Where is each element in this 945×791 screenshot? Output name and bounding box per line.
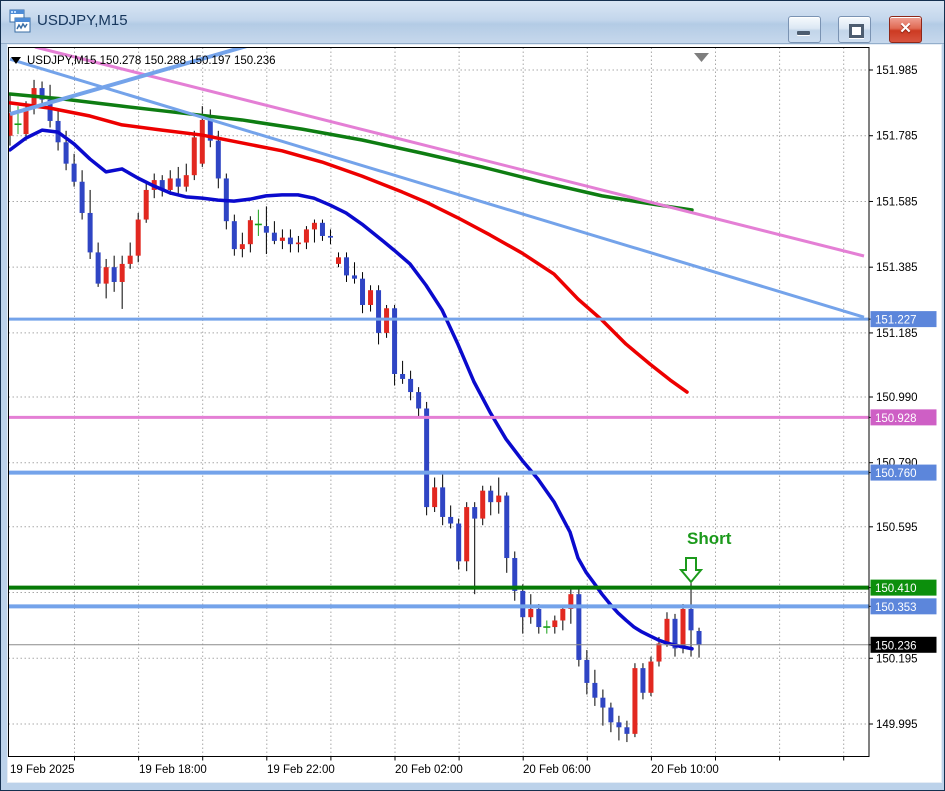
svg-text:150.353: 150.353 (875, 602, 917, 614)
svg-text:150.990: 150.990 (876, 392, 918, 404)
svg-text:151.985: 151.985 (876, 65, 918, 77)
svg-text:151.785: 151.785 (876, 131, 918, 143)
short-arrow-icon (678, 557, 704, 584)
svg-text:20 Feb 06:00: 20 Feb 06:00 (523, 764, 591, 776)
ma_mid_red (8, 101, 689, 394)
candlestick-chart-svg[interactable]: 151.985 151.785 151.585 151.385 151.185 150.9… (8, 45, 941, 782)
svg-text:150.410: 150.410 (875, 583, 917, 595)
ma_slow_green (8, 92, 694, 212)
close-icon: ✕ (899, 20, 912, 37)
svg-text:151.385: 151.385 (876, 262, 918, 274)
svg-text:150.236: 150.236 (875, 640, 917, 652)
ohlc-text: USDJPY,M15 150.278 150.288 150.197 150.2… (27, 55, 276, 67)
svg-text:151.227: 151.227 (875, 315, 917, 327)
svg-text:20 Feb 10:00: 20 Feb 10:00 (651, 764, 719, 776)
collapse-triangle-icon[interactable] (11, 57, 21, 65)
price-box (870, 598, 937, 615)
close-button[interactable]: ✕ (889, 16, 922, 43)
chart-area[interactable]: 151.985 151.785 151.585 151.385 151.185 150.9… (7, 44, 942, 783)
window-titlebar[interactable]: USDJPY,M15 ✕ (1, 1, 944, 44)
ohlc-readout: USDJPY,M15 150.278 150.288 150.197 150.2… (11, 55, 276, 67)
svg-text:19 Feb 22:00: 19 Feb 22:00 (267, 764, 335, 776)
svg-text:149.995: 149.995 (876, 719, 918, 731)
svg-text:19 Feb 2025: 19 Feb 2025 (10, 764, 75, 776)
svg-text:150.195: 150.195 (876, 653, 918, 665)
price-box (870, 464, 937, 481)
window-title: USDJPY,M15 (37, 12, 128, 29)
svg-text:20 Feb 02:00: 20 Feb 02:00 (395, 764, 463, 776)
price-box (870, 636, 937, 653)
axes-layer: 151.985 151.785 151.585 151.385 151.185 150.9… (10, 65, 937, 776)
price-box (870, 311, 937, 328)
annotations-layer (678, 53, 709, 584)
plot-border (8, 47, 870, 757)
svg-text:150.928: 150.928 (875, 413, 917, 425)
svg-text:150.595: 150.595 (876, 522, 918, 534)
plot-layer (8, 47, 869, 743)
grid-layer (8, 47, 869, 757)
trendline (9, 47, 248, 116)
price-box (870, 409, 937, 426)
candles-layer (8, 79, 702, 743)
svg-text:151.585: 151.585 (876, 196, 918, 208)
minimize-button[interactable] (788, 16, 821, 43)
maximize-icon (849, 24, 864, 38)
minimize-icon (797, 31, 810, 35)
trendline (9, 57, 865, 319)
chart-app-icon (9, 9, 31, 33)
price-box (870, 579, 937, 596)
svg-text:19 Feb 18:00: 19 Feb 18:00 (139, 764, 207, 776)
svg-text:151.185: 151.185 (876, 328, 918, 340)
short-annotation-label: Short (687, 529, 732, 548)
maximize-button[interactable] (838, 16, 871, 43)
ma_fast_blue (8, 128, 694, 651)
svg-text:150.760: 150.760 (875, 468, 917, 480)
trendline (34, 47, 865, 258)
chart-shift-marker-icon (694, 53, 709, 62)
